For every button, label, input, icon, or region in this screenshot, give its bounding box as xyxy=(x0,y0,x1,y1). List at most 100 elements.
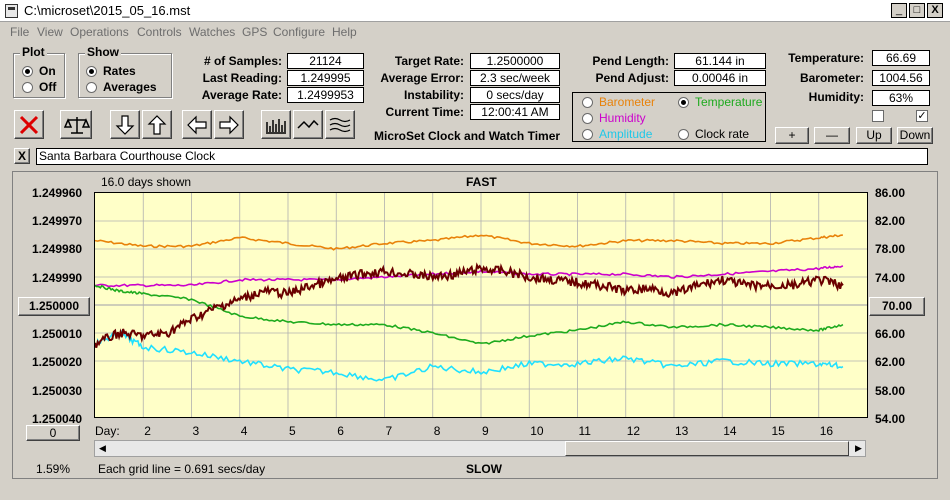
clear-name-button[interactable]: X xyxy=(14,148,30,164)
scroll-thumb[interactable] xyxy=(565,441,849,456)
chart-panel xyxy=(12,171,938,479)
env-checkbox-1[interactable] xyxy=(872,110,884,122)
right-axis-tick: 82.00 xyxy=(875,214,906,228)
menu-view[interactable]: View xyxy=(37,25,63,39)
close-button[interactable]: X xyxy=(927,3,943,18)
env-checkbox-2[interactable]: ✓ xyxy=(916,110,928,122)
balance-scale-icon xyxy=(64,117,90,134)
grid-note: Each grid line = 0.691 secs/day xyxy=(98,462,266,476)
right-axis-tick: 54.00 xyxy=(875,412,906,426)
menu-configure[interactable]: Configure xyxy=(273,25,326,39)
menu-controls[interactable]: Controls xyxy=(137,25,182,39)
arrow-right-button[interactable] xyxy=(214,110,244,139)
multi-line-icon xyxy=(329,117,351,133)
menu-operations[interactable]: Operations xyxy=(70,25,129,39)
amplitude-radio[interactable] xyxy=(582,129,593,140)
arrow-down-icon xyxy=(115,115,135,135)
samples-label: # of Samples: xyxy=(203,54,282,68)
show-averages-radio[interactable] xyxy=(86,82,97,93)
left-axis-tick: 1.249970 xyxy=(32,214,83,228)
left-axis-tick: 1.250030 xyxy=(32,384,83,398)
bar-graph-button[interactable] xyxy=(261,110,291,139)
day-tick-label: 12 xyxy=(626,424,641,438)
right-axis-tick: 66.00 xyxy=(875,327,906,341)
amplitude-option-label: Amplitude xyxy=(599,127,653,141)
plot-on-radio[interactable] xyxy=(22,66,33,77)
scale-down-button[interactable]: Down xyxy=(897,127,933,144)
maximize-button[interactable]: □ xyxy=(909,3,925,18)
day-tick-label: 4 xyxy=(240,424,248,438)
menu-file[interactable]: File xyxy=(10,25,30,39)
percentage-label: 1.59% xyxy=(36,462,71,476)
day-tick-label: 16 xyxy=(819,424,834,438)
menu-gps[interactable]: GPS xyxy=(242,25,268,39)
barometer-value: 1004.56 xyxy=(872,70,930,86)
arrow-right-icon xyxy=(219,115,239,135)
scroll-value-box[interactable]: 0 xyxy=(26,425,80,441)
temperature-label: Temperature: xyxy=(788,51,864,65)
current-time-label: Current Time: xyxy=(385,105,464,119)
right-axis-tick: 86.00 xyxy=(875,186,906,200)
multi-line-button[interactable] xyxy=(325,110,355,139)
show-rates-radio[interactable] xyxy=(86,66,97,77)
scale-up-button[interactable]: Up xyxy=(856,127,892,144)
arrow-down-button[interactable] xyxy=(110,110,140,139)
day-tick-label: 15 xyxy=(771,424,785,438)
average-error-value: 2.3 sec/week xyxy=(470,70,560,86)
menu-help[interactable]: Help xyxy=(332,25,357,39)
last-reading-label: Last Reading: xyxy=(202,71,282,85)
calibrate-button[interactable] xyxy=(60,110,92,139)
scale-minus-button[interactable]: — xyxy=(814,127,850,144)
barometer-label: Barometer: xyxy=(799,71,864,85)
arrow-left-icon xyxy=(187,115,207,135)
last-reading-value: 1.249995 xyxy=(287,70,364,86)
scroll-left-icon[interactable]: ◀ xyxy=(99,443,106,453)
average-rate-value: 1.2499953 xyxy=(287,87,364,103)
title-bar: C:\microset\2015_05_16.mst _ □ X xyxy=(0,0,950,22)
clock-rate-radio[interactable] xyxy=(678,129,689,140)
plot-off-radio[interactable] xyxy=(22,82,33,93)
arrow-left-button[interactable] xyxy=(182,110,212,139)
right-reference-button[interactable]: 70.00 xyxy=(869,297,925,316)
pend-adjust-value: 0.00046 in xyxy=(674,70,766,86)
horizontal-scrollbar[interactable]: ◀ ▶ xyxy=(94,440,866,457)
humidity-label: Humidity: xyxy=(808,90,864,104)
window-title: C:\microset\2015_05_16.mst xyxy=(24,3,191,18)
left-axis-tick: 1.250020 xyxy=(32,355,83,369)
barometer-radio[interactable] xyxy=(582,97,593,108)
left-axis-tick: 1.250010 xyxy=(32,327,83,341)
plot-area xyxy=(94,192,868,418)
scale-plus-button[interactable]: + xyxy=(775,127,809,144)
app-caption: MicroSet Clock and Watch Timer xyxy=(374,129,561,143)
target-rate-value: 1.2500000 xyxy=(470,53,560,69)
day-tick-label: 6 xyxy=(337,424,344,438)
instability-value: 0 secs/day xyxy=(470,87,560,103)
pend-length-label: Pend Length: xyxy=(592,54,669,68)
scroll-right-icon[interactable]: ▶ xyxy=(855,443,862,453)
humidity-radio[interactable] xyxy=(582,113,593,124)
clock-name-input[interactable]: Santa Barbara Courthouse Clock xyxy=(36,148,928,165)
show-averages-label: Averages xyxy=(103,80,157,94)
line-graph-icon xyxy=(297,119,319,129)
line-graph-button[interactable] xyxy=(293,110,323,139)
pend-adjust-label: Pend Adjust: xyxy=(595,71,669,85)
minimize-button[interactable]: _ xyxy=(891,3,907,18)
temperature-value: 66.69 xyxy=(872,50,930,66)
stop-button[interactable] xyxy=(14,110,44,139)
clock-rate-option-label: Clock rate xyxy=(695,127,750,141)
chart-svg xyxy=(95,193,867,417)
fast-label: FAST xyxy=(466,175,497,189)
menu-watches[interactable]: Watches xyxy=(189,25,236,39)
day-tick-label: 3 xyxy=(192,424,200,438)
left-reference-button[interactable]: 1.250000 xyxy=(18,297,90,316)
temperature-radio[interactable] xyxy=(678,97,689,108)
humidity-option-label: Humidity xyxy=(599,111,646,125)
app-icon xyxy=(5,4,18,18)
day-tick-label: 9 xyxy=(482,424,489,438)
series-select-box xyxy=(572,92,766,142)
show-group xyxy=(78,53,172,98)
day-axis-prefix: Day: xyxy=(95,424,120,438)
arrow-up-button[interactable] xyxy=(142,110,172,139)
humidity-value: 63% xyxy=(872,90,930,106)
day-tick-label: 13 xyxy=(675,424,689,438)
